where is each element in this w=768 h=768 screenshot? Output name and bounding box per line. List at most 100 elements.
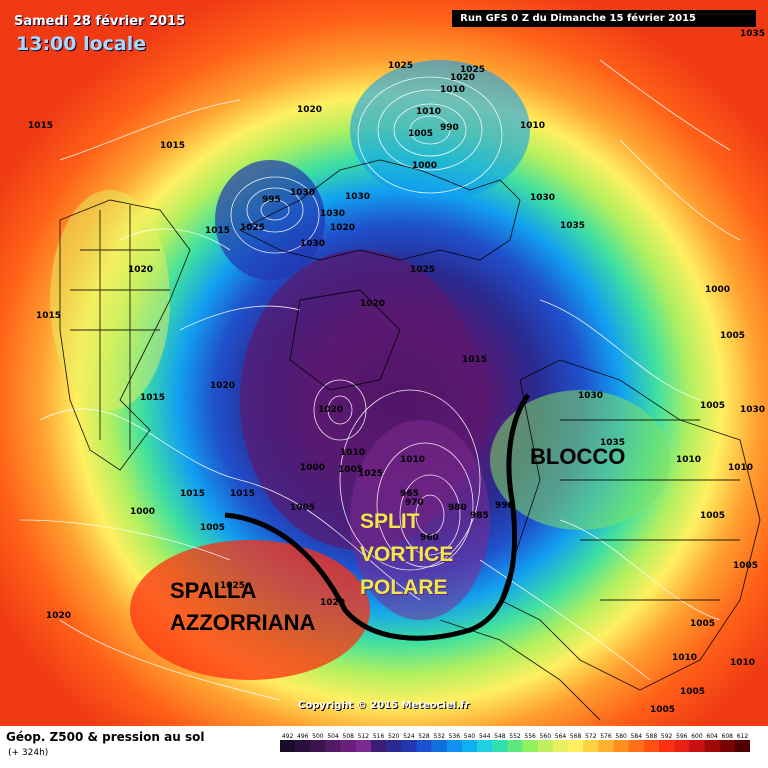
scale-tick-label: 556: [524, 733, 536, 740]
footer-title: Géop. Z500 & pression au sol: [6, 730, 205, 744]
pressure-label: 1025: [358, 469, 383, 479]
pressure-label: 1030: [578, 391, 603, 401]
pressure-label: 970: [405, 498, 424, 508]
split-line-3: POLARE: [360, 576, 448, 599]
pressure-label: 1005: [690, 619, 715, 629]
scale-tick-label: 600: [691, 733, 703, 740]
scale-swatch: [492, 740, 508, 752]
scale-swatch: [537, 740, 554, 752]
scale-tick-label: 540: [464, 733, 476, 740]
pressure-label: 1030: [345, 192, 370, 202]
scale-swatch: [522, 740, 539, 752]
map-footer: Géop. Z500 & pression au sol (+ 324h) 49…: [0, 726, 768, 768]
pressure-label: 1015: [180, 489, 205, 499]
scale-swatch: [446, 740, 463, 752]
split-line-1: SPLIT: [360, 510, 420, 533]
scale-swatch: [325, 740, 341, 752]
pressure-label: 1005: [720, 331, 745, 341]
scale-tick-label: 532: [433, 733, 445, 740]
forecast-lead-time: (+ 324h): [8, 748, 49, 758]
scale-tick-label: 512: [358, 733, 370, 740]
forecast-date: Samedi 28 février 2015: [14, 14, 186, 29]
scale-swatch: [507, 740, 523, 752]
scale-swatch: [280, 740, 296, 752]
pressure-label: 1010: [672, 653, 697, 663]
pressure-label: 1035: [560, 221, 585, 231]
scale-tick-label: 612: [737, 733, 749, 740]
pressure-label: 1000: [412, 161, 437, 171]
scale-tick-label: 528: [418, 733, 430, 740]
pressure-label: 1020: [46, 611, 71, 621]
scale-swatch: [659, 740, 675, 752]
pressure-label: 1020: [297, 105, 322, 115]
pressure-label: 1005: [338, 465, 363, 475]
pressure-label: 1005: [700, 511, 725, 521]
copyright-text: Copyright © 2015 Meteociel.fr: [298, 700, 470, 711]
forecast-local-time: 13:00 locale: [16, 33, 147, 55]
pressure-label: 1010: [676, 455, 701, 465]
azores-high-area: [130, 540, 370, 680]
pressure-label: 995: [262, 195, 281, 205]
scale-tick-label: 564: [555, 733, 567, 740]
pressure-label: 1010: [416, 107, 441, 117]
scale-swatch: [431, 740, 448, 752]
pressure-label: 1005: [700, 401, 725, 411]
pressure-label: 1005: [408, 129, 433, 139]
pressure-label: 1035: [740, 29, 765, 39]
pressure-label: 1015: [205, 226, 230, 236]
pressure-label: 1025: [220, 581, 245, 591]
pressure-label: 1025: [410, 265, 435, 275]
scale-swatch: [583, 740, 599, 752]
scale-swatch: [461, 740, 478, 752]
pressure-label: 1015: [140, 393, 165, 403]
scale-swatch: [355, 740, 372, 752]
scale-tick-label: 536: [449, 733, 461, 740]
scale-swatch: [310, 740, 326, 752]
scale-tick-label: 496: [297, 733, 309, 740]
pressure-label: 1020: [360, 299, 385, 309]
scale-tick-label: 576: [600, 733, 612, 740]
scale-swatch: [401, 740, 417, 752]
scale-tick-label: 500: [312, 733, 324, 740]
scale-swatch: [370, 740, 387, 752]
pressure-label: 1010: [728, 463, 753, 473]
pressure-label: 1010: [520, 121, 545, 131]
geopotential-map: 1025 1020 1015 1015 1010 1010 1010 1030 1035 1030…: [0, 0, 768, 726]
annotation-azores-ridge: SPALLA AZZORRIANA: [170, 575, 315, 639]
pressure-label: 1030: [740, 405, 765, 415]
pressure-label: 1035: [600, 438, 625, 448]
scale-swatch: [598, 740, 614, 752]
model-run-info: Run GFS 0 Z du Dimanche 15 février 2015: [452, 10, 756, 27]
scale-tick-label: 544: [479, 733, 491, 740]
block-boundary-line: [224, 393, 531, 641]
pressure-label: 1000: [130, 507, 155, 517]
pressure-label: 1020: [320, 598, 345, 608]
pressure-label: 1030: [320, 209, 345, 219]
pressure-label: 1005: [200, 523, 225, 533]
scale-swatch: [477, 740, 493, 752]
pressure-label: 1010: [440, 85, 465, 95]
spall-line-1: SPALLA: [170, 578, 257, 603]
scale-tick-label: 492: [282, 733, 294, 740]
pressure-label: 1020: [318, 405, 343, 415]
pressure-label: 1010: [340, 448, 365, 458]
pressure-label: 1020: [210, 381, 235, 391]
scale-swatch: [674, 740, 690, 752]
scale-tick-label: 520: [388, 733, 400, 740]
scale-tick-label: 504: [327, 733, 339, 740]
pressure-label: 1025: [240, 223, 265, 233]
annotation-blocco: BLOCCO: [530, 444, 626, 469]
scale-tick-label: 580: [615, 733, 627, 740]
scale-swatch: [568, 740, 584, 752]
scale-tick-label: 588: [646, 733, 658, 740]
scale-swatch: [734, 740, 750, 752]
color-scale-legend: 492 496 500 504 508 512 516 520 524 528 532 536 540 5…: [280, 733, 750, 752]
pressure-labels: 1025 1020 1015 1015 1010 1010 1010 1030 1035 1030…: [28, 29, 765, 715]
scale-tick-label: 592: [661, 733, 673, 740]
scale-tick-label: 508: [343, 733, 355, 740]
pressure-label: 1005: [290, 503, 315, 513]
scale-swatch: [386, 740, 402, 752]
scale-tick-label: 572: [585, 733, 597, 740]
pressure-label: 960: [420, 533, 439, 543]
